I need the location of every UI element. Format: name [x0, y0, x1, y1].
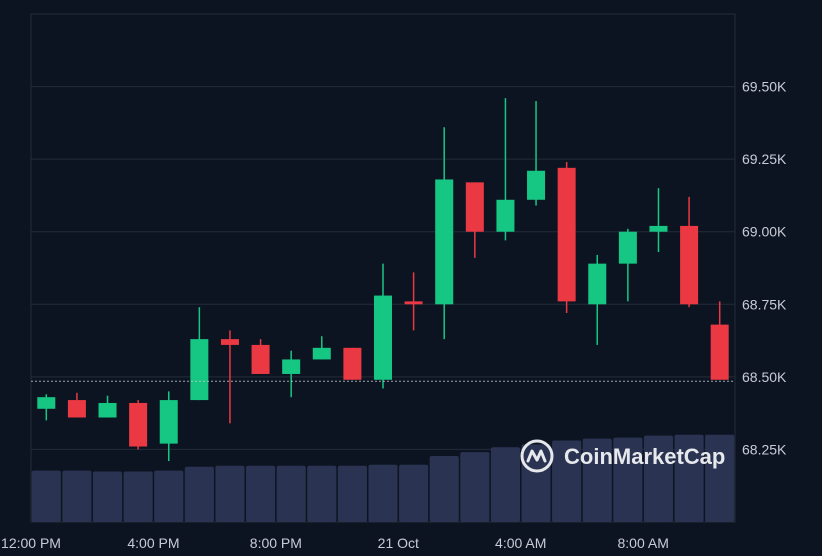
candle: [98, 395, 117, 418]
candle: [220, 330, 239, 424]
candle: [312, 336, 331, 360]
candle-body: [557, 167, 576, 302]
candle-body: [190, 339, 209, 401]
candle-body: [680, 225, 699, 305]
candle: [129, 400, 148, 450]
candle-body: [67, 400, 86, 418]
candle: [557, 162, 576, 313]
candle: [710, 301, 729, 380]
candle: [404, 272, 423, 331]
candle: [680, 196, 699, 308]
candle: [588, 254, 607, 345]
volume-bar: [460, 452, 490, 522]
candle-body: [710, 324, 729, 380]
x-tick-label: 8:00 PM: [250, 535, 302, 551]
candle: [282, 350, 301, 398]
volume-bar: [429, 456, 459, 522]
candle-body: [496, 199, 515, 232]
y-tick-label: 68.25K: [742, 441, 787, 457]
candle-body: [98, 402, 117, 418]
candle: [618, 228, 637, 302]
volume-bar: [613, 437, 643, 522]
volume-bar: [92, 471, 123, 522]
x-tick-label: 4:00 AM: [495, 535, 546, 551]
watermark: CoinMarketCap: [520, 439, 725, 473]
volume-bar: [552, 440, 582, 522]
volume-bar: [62, 470, 92, 522]
candle-body: [649, 225, 668, 232]
candle-body: [435, 179, 454, 305]
volume-bar: [337, 465, 367, 522]
axes: 68.25K 68.50K 68.75K 69.00K 69.25K 69.50K 12:0…: [1, 79, 787, 551]
candle-body: [220, 339, 239, 345]
candle-body: [465, 182, 484, 232]
volume-bar: [215, 465, 245, 522]
y-tick-label: 69.25K: [742, 151, 787, 167]
candle-body: [129, 402, 148, 447]
candle: [496, 98, 515, 241]
candle: [67, 392, 86, 418]
x-tick-label: 12:00 PM: [1, 535, 61, 551]
candle-body: [527, 170, 546, 200]
volume-bar: [674, 434, 704, 522]
candle: [435, 127, 454, 340]
candle: [37, 394, 56, 421]
candle-body: [374, 295, 392, 380]
y-tick-label: 69.00K: [742, 224, 787, 240]
y-tick-label: 68.50K: [742, 369, 787, 385]
watermark-text: CoinMarketCap: [564, 444, 725, 469]
x-tick-label: 4:00 PM: [127, 535, 179, 551]
volume-bar: [521, 444, 551, 522]
volume-bars: [31, 434, 735, 522]
volume-bar: [154, 470, 184, 522]
volume-bar: [184, 466, 214, 522]
y-tick-label: 68.75K: [742, 296, 787, 312]
volume-bar: [368, 464, 398, 522]
candle-body: [618, 231, 637, 264]
coinmarketcap-logo-icon: [520, 439, 554, 473]
y-tick-label: 69.50K: [742, 79, 787, 95]
x-tick-label: 8:00 AM: [617, 535, 668, 551]
volume-bar: [643, 435, 674, 522]
volume-bar: [307, 465, 337, 522]
candle: [343, 347, 362, 380]
candle-body: [37, 397, 56, 409]
volume-bar: [399, 464, 429, 522]
candle-body: [312, 347, 331, 360]
candle: [527, 101, 546, 206]
candle: [251, 339, 270, 374]
candle: [649, 188, 668, 253]
x-tick-label: 21 Oct: [378, 535, 419, 551]
volume-bar: [246, 465, 276, 522]
candle-body: [251, 344, 270, 374]
volume-bar: [276, 465, 306, 522]
candle-body: [404, 301, 423, 305]
volume-bar: [123, 471, 153, 522]
candle-body: [159, 400, 178, 444]
candle: [374, 263, 392, 389]
volume-bar: [705, 434, 735, 522]
volume-bar: [582, 438, 612, 522]
candles: [37, 98, 729, 462]
candle: [190, 307, 209, 401]
candle: [159, 391, 178, 462]
candle: [465, 182, 484, 258]
volume-bar: [31, 470, 61, 522]
candle-body: [588, 263, 607, 305]
candle-body: [343, 347, 362, 380]
volume-bar: [490, 447, 520, 522]
candle-body: [282, 359, 301, 374]
